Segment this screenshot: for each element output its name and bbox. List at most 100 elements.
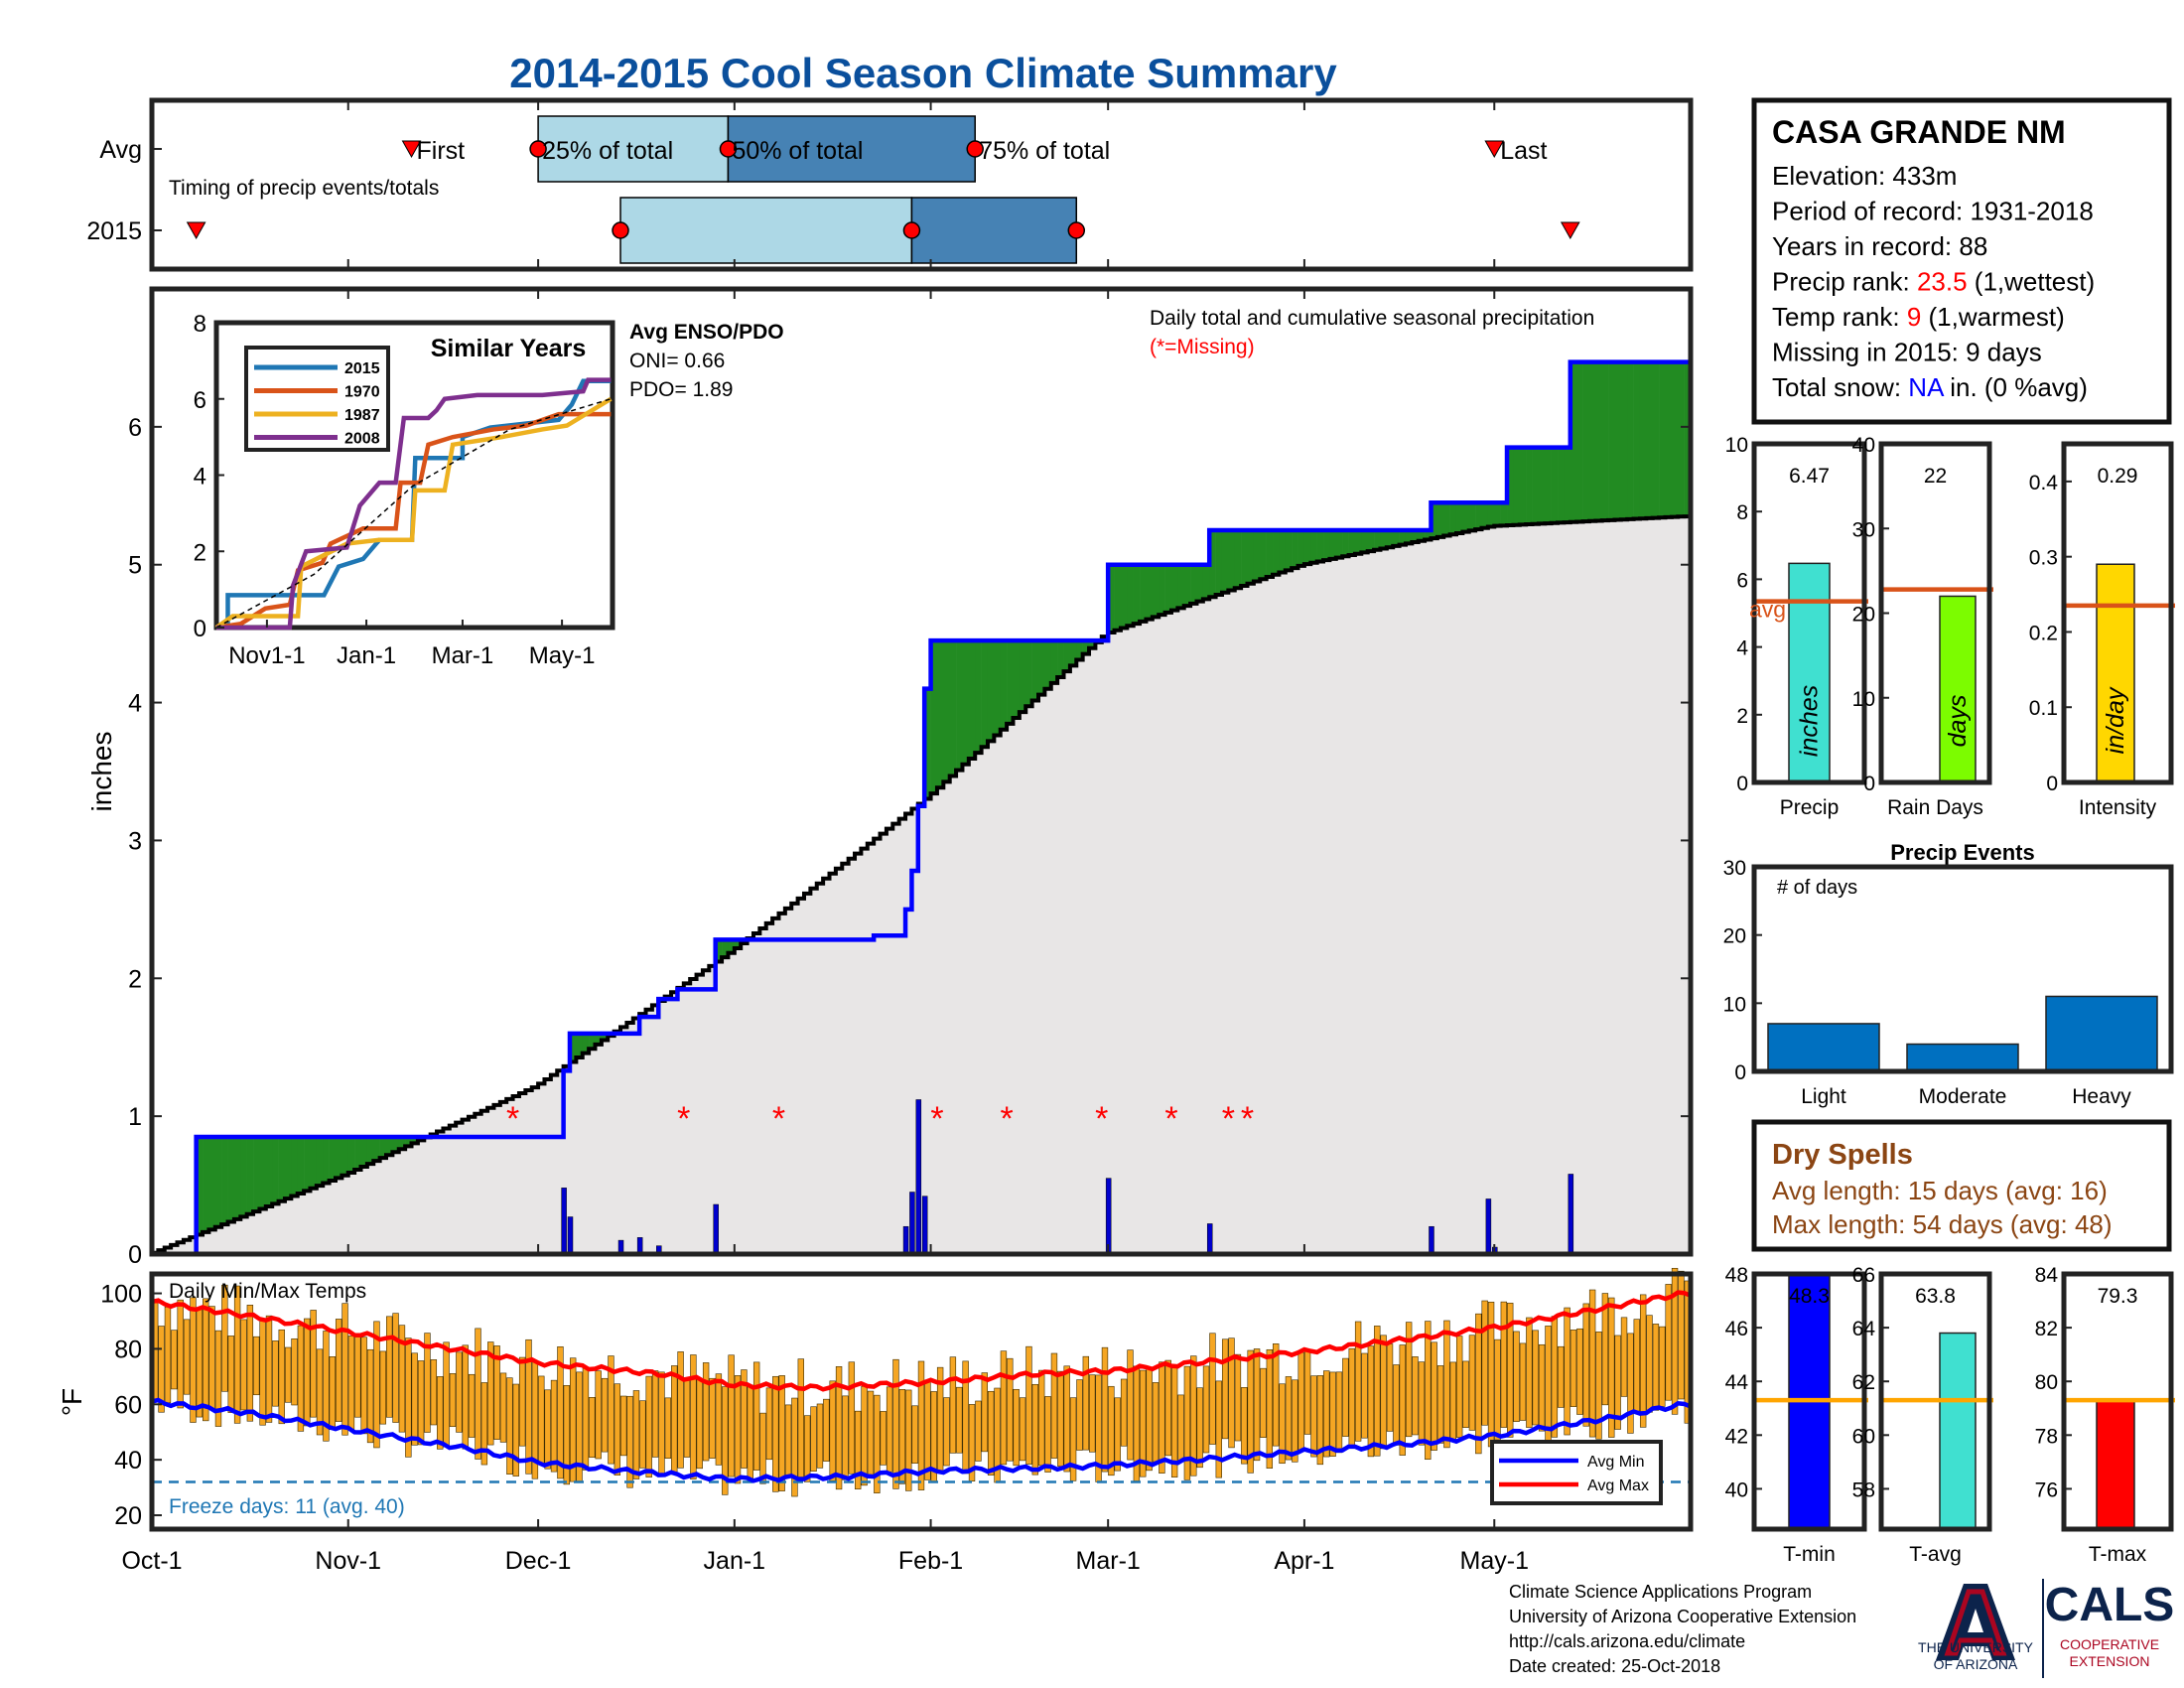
inset-legend-box [244,346,390,452]
temp-daily-range-bar [1671,1267,1679,1415]
temp-daily-range-bar [437,1376,444,1450]
precip-above-average-fill [1082,640,1090,654]
precip-area-fill [747,939,754,1254]
precip-area-fill [797,939,805,1254]
precip-above-average-fill [1316,530,1324,562]
precip-area-fill [683,989,691,1254]
summary-panel-label: T-max [2089,1543,2147,1566]
station-info-value: 1931-2018 [1970,197,2093,226]
precip-above-average-fill [981,640,989,748]
summary-y-tick-label: 0 [2046,773,2058,795]
summary-value-label: 0.29 [2098,465,2138,488]
precip-above-average-fill [1386,530,1394,548]
precip-above-average-fill [1443,502,1450,536]
temp-daily-range-bar [1595,1332,1602,1440]
temp-daily-range-bar [1234,1353,1242,1442]
precip-above-average-fill [1140,564,1147,622]
temp-daily-range-bar [550,1379,558,1473]
temp-daily-range-bar [722,1386,729,1495]
temp-daily-range-bar [626,1395,633,1488]
summary-panel-label: Precip [1780,796,1840,819]
precip-above-average-fill [304,1136,311,1192]
station-info-value: 9 days [1966,338,2042,367]
precip-missing-marker: * [772,1100,785,1138]
temp-daily-range-bar [1399,1344,1406,1456]
precip-above-average-fill [930,640,938,794]
summary-y-tick-label: 0 [1736,773,1748,795]
precip-above-average-fill [203,1136,209,1232]
precip-above-average-fill [1601,361,1609,521]
precip-above-average-fill [265,1136,273,1206]
temp-daily-range-bar [563,1385,570,1485]
temp-daily-range-bar [1215,1380,1222,1478]
precip-area-fill [880,935,887,1254]
precip-above-average-fill [943,640,951,782]
page-title: 2014-2015 Cool Season Climate Summary [509,50,1337,96]
precip-above-average-fill [1297,530,1305,566]
precip-above-average-fill [1323,530,1330,561]
temp-daily-range-bar [493,1345,500,1440]
timing-quartile-marker [902,221,921,239]
temp-daily-range-bar [1253,1348,1261,1462]
temp-daily-range-bar [614,1383,621,1476]
temp-daily-range-bar [1418,1361,1426,1446]
station-info-box [1751,97,2172,425]
temp-daily-range-bar [284,1346,292,1403]
footer-line: http://cals.arizona.edu/climate [1509,1631,1745,1651]
precip-above-average-fill [214,1136,222,1227]
precip-above-average-fill [1076,640,1083,660]
precip-area-fill [475,1136,481,1254]
summary-y-tick-label: 78 [2035,1425,2058,1448]
temp-daily-range-bar [1279,1383,1286,1465]
precip-above-average-fill [398,1136,406,1150]
precip-above-average-fill [1025,640,1032,707]
timing-quartile-marker [529,140,547,158]
temp-daily-range-bar [1652,1324,1660,1411]
temp-daily-range-bar [1164,1359,1171,1457]
temp-daily-range-bar [1564,1307,1570,1436]
precip-area-fill [696,989,704,1254]
precip-daily-bar [567,1216,574,1255]
summary-panel-frame [1751,441,1867,785]
precip-above-average-fill [1089,640,1096,648]
inset-x-tick-label: Mar-1 [432,642,494,669]
temp-y-tick-label: 40 [114,1447,142,1475]
temp-daily-range-bar [1608,1297,1615,1438]
similar-year-line-2008 [216,377,612,631]
temp-daily-range-bar [253,1336,260,1396]
station-info-label: Elevation: [1772,161,1892,191]
precip-above-average-fill [259,1136,267,1209]
precip-area-fill [892,935,899,1254]
temp-daily-range-bar [1146,1367,1153,1472]
summary-y-tick-label: 8 [1736,501,1748,524]
temp-legend-label: Avg Max [1587,1477,1649,1494]
summary-panel-intensity: 0 0.1 0.2 0.3 0.4 0.29 Intensity in/day [2029,441,2175,819]
precip-above-average-fill [240,1136,247,1217]
precip-above-average-fill [1183,564,1191,607]
summary-y-tick-label: 46 [1725,1318,1748,1340]
temp-daily-range-bar [1545,1326,1552,1445]
temp-daily-range-bar [892,1358,899,1489]
precip-above-average-fill [278,1136,286,1201]
summary-y-tick-label: 0.2 [2029,622,2058,644]
precip-above-average-fill [569,1033,577,1062]
station-info-line: Temp rank: 9 (1,warmest) [1772,302,2065,332]
temp-daily-range-bar [803,1415,811,1482]
precip-area-fill [842,939,849,1254]
precip-above-average-fill [1652,361,1660,518]
precip-above-average-fill [722,939,729,958]
precip-above-average-fill [1285,530,1293,571]
precip-area-fill [462,1136,470,1254]
precip-above-average-fill [341,1136,349,1176]
summary-panel-label: Rain Days [1887,796,1983,819]
temp-daily-range-bar [1425,1321,1432,1461]
precip-above-average-fill [323,1136,330,1184]
temp-daily-range-bar [816,1403,824,1469]
temp-daily-range-bar [582,1367,590,1471]
precip-above-average-fill [1507,447,1514,526]
precip-above-average-fill [1221,530,1229,593]
temp-daily-range-bar [765,1387,773,1461]
temp-daily-range-bar [1159,1361,1165,1474]
temp-daily-range-bar [1247,1349,1254,1474]
timing-box-q50-q75 [727,115,976,183]
